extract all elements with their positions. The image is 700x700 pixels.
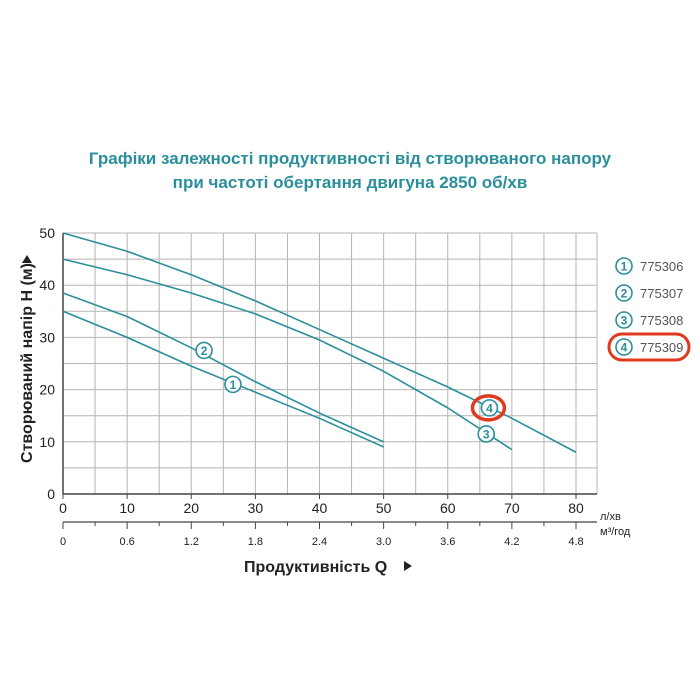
x-tick-label: 10: [119, 500, 135, 516]
y-tick-label: 50: [39, 225, 55, 241]
curve-marker-1-label: 1: [230, 378, 237, 392]
x-secondary-tick-label: 1.2: [184, 536, 199, 548]
x-secondary-tick-label: 1.8: [248, 536, 263, 548]
y-tick-label: 10: [39, 434, 55, 450]
x-secondary-tick-label: 2.4: [312, 536, 327, 548]
y-tick-label: 30: [39, 329, 55, 345]
legend: 1 775306 2 775307 3 775308 4 775309: [607, 257, 691, 362]
x-secondary-tick-label: 4.2: [504, 536, 519, 548]
y-axis-title: Створюваний напір H (м): [19, 263, 36, 463]
curve-marker-2-label: 2: [201, 344, 208, 358]
x-axis-arrow-icon: [404, 561, 412, 571]
x-unit-secondary: м³/год: [600, 526, 631, 538]
series-line-775308: [62, 258, 513, 451]
highlight-ring: [470, 394, 507, 422]
y-tick-label: 20: [39, 382, 55, 398]
legend-marker-1-label: 1: [621, 260, 628, 274]
x-tick-label: 70: [504, 500, 520, 516]
legend-label-775307: 775307: [640, 286, 683, 301]
x-tick-label: 0: [59, 500, 67, 516]
chart-title-line-1: Графіки залежності продуктивності від ст…: [88, 149, 612, 168]
x-tick-label: 60: [440, 500, 456, 516]
curve-marker-3-label: 3: [483, 427, 490, 441]
x-tick-label: 80: [568, 500, 584, 516]
legend-marker-3-circle: [615, 311, 633, 329]
x-tick-label: 30: [248, 500, 264, 516]
x-tick-label: 50: [376, 500, 392, 516]
curve-marker-4-label: 4: [486, 401, 493, 415]
x-tick-label: 40: [312, 500, 328, 516]
curve-marker-2-circle: [195, 341, 213, 360]
legend-marker-2-label: 2: [621, 287, 628, 301]
legend-label-775308: 775308: [640, 313, 683, 328]
axis-labels: л/хв м³/год Продуктивність Q Створюваний на…: [19, 255, 631, 576]
x-secondary-tick-label: 4.8: [568, 536, 583, 548]
legend-marker-4-label: 4: [621, 341, 628, 355]
x-axis-title: Продуктивність Q: [244, 559, 387, 576]
y-axis-arrow-icon: [22, 255, 32, 263]
chart-title-line-2: при частоті обертання двигуна 2850 об/хв: [172, 173, 528, 192]
series-line-775306: [62, 310, 384, 448]
legend-highlight: [607, 332, 691, 362]
legend-marker-4-circle: [615, 338, 633, 356]
legend-marker-2-circle: [615, 284, 633, 302]
curve-markers: 2 1 4 3: [195, 341, 507, 443]
x-secondary-tick-label: 0.6: [119, 536, 134, 548]
curve-marker-1-circle: [224, 375, 242, 394]
axes: 0 10 20 30 40 50 0 10 20 30 40 50 60 70 80 0 0.6 1.2 1.8 2.…: [39, 225, 597, 548]
curve-marker-4-circle: [480, 399, 499, 417]
grid-lines: [62, 232, 598, 494]
x-secondary-tick-label: 0: [60, 536, 66, 548]
legend-marker-1-circle: [615, 257, 633, 275]
x-secondary-tick-label: 3.6: [440, 536, 455, 548]
x-secondary-tick-label: 3.0: [376, 536, 391, 548]
y-tick-label: 40: [39, 277, 55, 293]
series-line-775307: [62, 292, 384, 443]
legend-label-775306: 775306: [640, 259, 683, 274]
x-tick-label: 20: [183, 500, 199, 516]
legend-label-775309: 775309: [640, 340, 683, 355]
legend-marker-3-label: 3: [621, 314, 628, 328]
curve-marker-3-circle: [477, 425, 496, 443]
y-tick-label: 0: [47, 486, 55, 502]
x-unit-primary: л/хв: [600, 511, 621, 523]
